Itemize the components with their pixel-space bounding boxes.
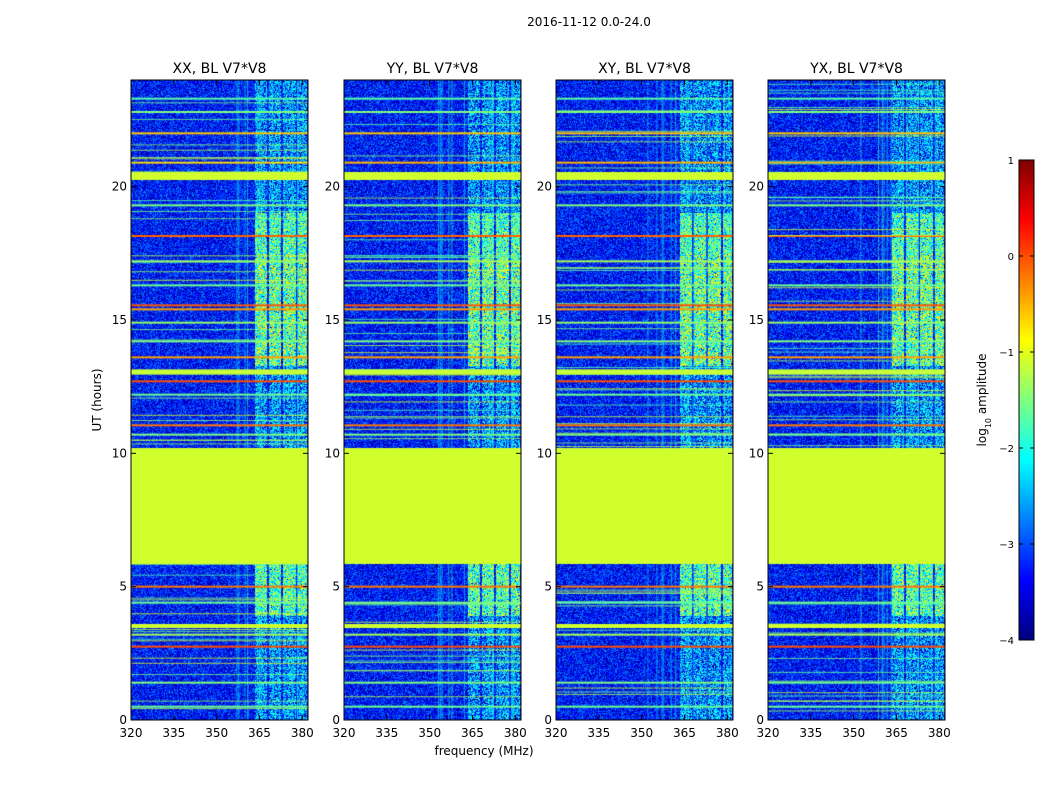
y-tick-label: 0 [756, 713, 764, 727]
panel-frame [130, 79, 309, 721]
panel-title: YY, BL V7*V8 [386, 61, 479, 77]
x-tick-label: 365 [885, 726, 908, 740]
x-tick-label: 350 [205, 726, 228, 740]
y-tick-label: 5 [544, 580, 552, 594]
x-axis-label: frequency (MHz) [434, 744, 533, 758]
x-tick-label: 335 [799, 726, 822, 740]
y-tick-label: 5 [119, 580, 127, 594]
x-tick-label: 380 [291, 726, 314, 740]
y-tick-label: 5 [332, 580, 340, 594]
x-tick-label: 350 [630, 726, 653, 740]
panel-title: XX, BL V7*V8 [173, 61, 267, 77]
colorbar-label: log10 amplitude [975, 354, 993, 447]
heatmap-image [556, 80, 733, 720]
x-tick-label: 335 [587, 726, 610, 740]
heatmap-image [131, 80, 308, 720]
colorbar-tick-label: −4 [999, 636, 1014, 647]
x-tick-label: 380 [716, 726, 739, 740]
x-tick-label: 320 [757, 726, 780, 740]
x-tick-label: 350 [418, 726, 441, 740]
x-tick-label: 365 [461, 726, 484, 740]
y-tick-label: 15 [749, 313, 764, 327]
y-tick-label: 20 [537, 180, 552, 194]
panel-frame [767, 79, 946, 721]
y-tick-label: 15 [537, 313, 552, 327]
x-tick-label: 320 [120, 726, 143, 740]
y-tick-label: 10 [325, 446, 340, 460]
x-tick-label: 365 [673, 726, 696, 740]
x-tick-label: 320 [333, 726, 356, 740]
panel-title: YX, BL V7*V8 [809, 61, 903, 77]
panel-4: YX, BL V7*V8 320 335 350 365 380 0 5 10 15 20 [749, 61, 951, 740]
y-tick-label: 15 [112, 313, 127, 327]
colorbar-tick-label: −1 [999, 348, 1014, 359]
y-tick-label: 0 [119, 713, 127, 727]
x-tick-label: 350 [842, 726, 865, 740]
x-tick-label: 335 [375, 726, 398, 740]
panel-title: XY, BL V7*V8 [598, 61, 691, 77]
panel-1: XX, BL V7*V8 320 335 350 365 380 0 5 10 15 20 [112, 61, 314, 740]
x-tick-label: 365 [248, 726, 271, 740]
figure-suptitle: 2016-11-12 0.0-24.0 [527, 15, 651, 29]
y-tick-label: 15 [325, 313, 340, 327]
x-tick-label: 320 [545, 726, 568, 740]
colorbar-tick-label: −2 [999, 444, 1014, 455]
y-tick-label: 20 [112, 180, 127, 194]
heatmap-image [768, 80, 945, 720]
x-tick-label: 335 [162, 726, 185, 740]
panel-3: XY, BL V7*V8 320 335 350 365 380 0 5 10 15 20 [537, 61, 739, 740]
heatmap-image [344, 80, 521, 720]
colorbar: 1 0 −1 −2 −3 −4 log10 amplitude [975, 156, 1035, 647]
colorbar-tick-label: 0 [1008, 252, 1014, 263]
x-tick-label: 380 [928, 726, 951, 740]
colorbar-tick-label: −3 [999, 540, 1014, 551]
y-tick-label: 10 [537, 446, 552, 460]
panel-frame [343, 79, 522, 721]
colorbar-tick-label: 1 [1008, 156, 1014, 167]
y-tick-label: 0 [332, 713, 340, 727]
colorbar-bar [1018, 159, 1035, 641]
y-tick-label: 20 [749, 180, 764, 194]
y-tick-label: 0 [544, 713, 552, 727]
y-axis-label: UT (hours) [90, 368, 104, 431]
y-tick-label: 10 [749, 446, 764, 460]
x-tick-label: 380 [504, 726, 527, 740]
y-tick-label: 5 [756, 580, 764, 594]
y-tick-label: 20 [325, 180, 340, 194]
y-tick-label: 10 [112, 446, 127, 460]
panel-frame [555, 79, 734, 721]
panel-2: YY, BL V7*V8 320 335 350 365 380 0 5 10 15 20 [325, 61, 527, 740]
